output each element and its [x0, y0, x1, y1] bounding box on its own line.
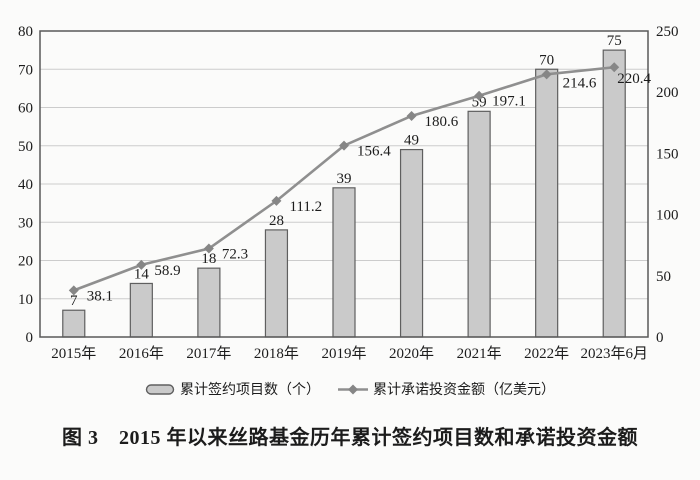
bar-value-label: 39	[337, 171, 352, 187]
figure-caption: 图 3 2015 年以来丝路基金历年累计签约项目数和承诺投资金额	[62, 427, 638, 449]
right-axis-tick: 200	[656, 85, 679, 101]
bar-value-label: 18	[201, 251, 216, 267]
line-marker	[136, 259, 147, 270]
line-value-label: 180.6	[425, 114, 459, 130]
x-axis-label: 2020年	[389, 345, 434, 362]
legend-item-line: 累计承诺投资金额（亿美元）	[338, 379, 555, 399]
x-axis-label: 2016年	[119, 345, 164, 362]
right-axis-tick: 250	[656, 24, 679, 40]
line-value-label: 197.1	[492, 94, 526, 110]
right-axis-tick: 150	[656, 146, 679, 162]
left-axis-tick: 80	[18, 24, 33, 40]
right-axis-tick: 100	[656, 208, 679, 224]
bar-value-label: 75	[607, 33, 622, 49]
line-marker	[609, 62, 620, 73]
line-marker	[339, 140, 349, 151]
right-axis-tick: 50	[656, 269, 671, 285]
line-marker	[271, 195, 282, 206]
line-marker	[68, 285, 79, 296]
bar-value-label: 28	[269, 213, 284, 229]
bar	[62, 309, 86, 338]
bar	[602, 49, 626, 338]
line-value-label: 111.2	[289, 199, 322, 215]
bar	[332, 187, 356, 338]
line-series-swatch-icon	[338, 384, 368, 394]
line-value-label: 220.4	[617, 71, 651, 87]
bar-series-swatch-icon	[145, 383, 175, 395]
line-marker	[474, 90, 485, 101]
line-marker	[203, 243, 214, 254]
line-value-label: 38.1	[87, 288, 113, 304]
x-axis-label: 2018年	[254, 345, 299, 362]
plot-border	[39, 30, 649, 338]
combo-chart: 7 14 18 28 39 49 59 70 75 38.1 58.9 72.3 111.2 156.4 1…	[18, 24, 679, 362]
line-marker	[541, 69, 552, 80]
bar	[535, 68, 559, 338]
bar	[264, 229, 289, 338]
chart-legend: 累计签约项目数（个） 累计承诺投资金额（亿美元）	[0, 379, 700, 399]
x-axis-label: 2023年6月	[580, 345, 648, 362]
right-axis-tick: 0	[656, 330, 664, 346]
line-value-label: 156.4	[357, 144, 391, 160]
left-axis-tick: 20	[18, 254, 33, 270]
left-axis-tick: 70	[18, 62, 33, 78]
left-axis-tick: 10	[18, 292, 33, 308]
legend-item-bars: 累计签约项目数（个）	[145, 379, 320, 399]
bar	[399, 148, 424, 338]
bar	[467, 110, 491, 338]
bar	[129, 282, 153, 338]
line-value-label: 214.6	[563, 75, 597, 91]
line-value-label: 72.3	[222, 247, 248, 263]
left-axis-tick: 40	[18, 177, 33, 193]
bar-value-label: 70	[539, 52, 554, 68]
legend-bars-label: 累计签约项目数（个）	[180, 383, 320, 398]
bar-value-label: 49	[404, 133, 419, 149]
line-marker	[406, 110, 417, 121]
bar-value-label: 14	[134, 266, 150, 282]
left-axis-tick: 0	[26, 330, 34, 346]
bar	[197, 267, 221, 338]
left-axis-tick: 30	[18, 215, 33, 231]
x-axis-label: 2019年	[321, 345, 366, 362]
x-axis-label: 2015年	[51, 345, 96, 362]
line-value-label: 58.9	[154, 263, 180, 279]
bar-value-label: 7	[70, 293, 78, 309]
bar-value-label: 59	[472, 94, 487, 110]
legend-line-label: 累计承诺投资金额（亿美元）	[373, 383, 555, 398]
left-axis-tick: 50	[18, 139, 33, 155]
x-axis-label: 2017年	[186, 345, 231, 362]
x-axis-label: 2022年	[524, 345, 569, 362]
left-axis-tick: 60	[18, 101, 33, 117]
x-axis-label: 2021年	[457, 345, 502, 362]
